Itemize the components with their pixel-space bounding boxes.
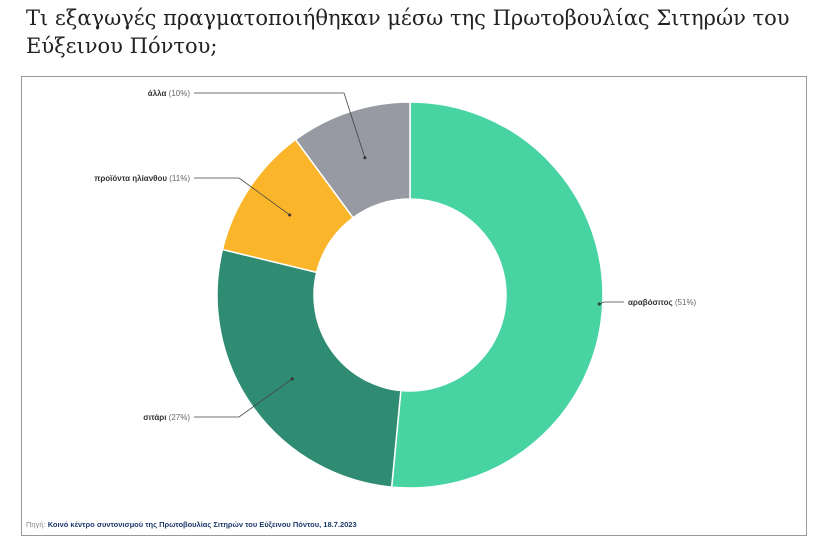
slice-label-name: άλλα (148, 89, 169, 98)
slice-label: αραβόσιτος (51%) (628, 298, 697, 307)
chart-frame (21, 76, 807, 536)
slice-label-name: αραβόσιτος (628, 298, 675, 307)
source-text: Κοινό κέντρο συντονισμού της Πρωτοβουλία… (47, 520, 357, 529)
slice-label: άλλα (10%) (148, 89, 191, 98)
slice-label-percent: (11%) (169, 174, 190, 183)
slice-label: προϊόντα ηλίανθου (11%) (94, 174, 190, 183)
leader-dot (290, 377, 294, 381)
leader-line (194, 378, 293, 418)
slice-label-percent: (27%) (169, 413, 191, 422)
slice-label-name: προϊόντα ηλίανθου (94, 174, 169, 183)
page-title: Τι εξαγωγές πραγματοποιήθηκαν μέσω της Π… (26, 6, 790, 58)
slice-1 (216, 248, 402, 488)
slice-label: σιτάρι (27%) (143, 413, 190, 422)
leader-line (599, 301, 624, 305)
slice-0 (390, 101, 604, 489)
slice-label-percent: (10%) (169, 89, 191, 98)
source-label: Πηγή: (26, 520, 46, 529)
leader-line (194, 177, 290, 216)
slice-3 (294, 101, 411, 219)
source-note: Πηγή: Κοινό κέντρο συντονισμού της Πρωτο… (26, 520, 357, 529)
slice-label-percent: (51%) (675, 298, 697, 307)
leader-line (194, 92, 366, 158)
leader-dot (288, 213, 292, 217)
leader-dot (597, 302, 601, 306)
slice-label-name: σιτάρι (143, 413, 168, 422)
leader-dot (363, 156, 367, 160)
